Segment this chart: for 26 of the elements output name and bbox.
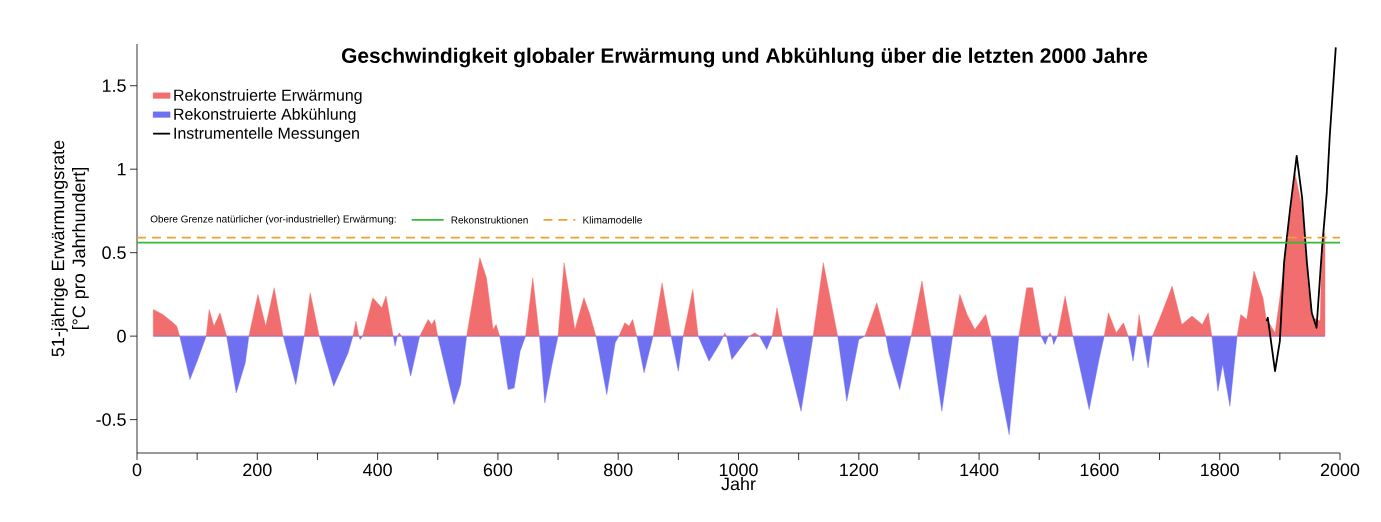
x-tick-label: 1600 (1080, 463, 1119, 477)
legend-label: Rekonstruierte Abkühlung (174, 108, 356, 123)
x-tick-label: 800 (604, 463, 633, 477)
chart-title: Geschwindigkeit globaler Erwärmung und Abkühlung über die letzten 2000 Jahre (341, 47, 1148, 68)
y-tick-label: 1 (117, 163, 126, 176)
x-tick-label: 1000 (719, 463, 758, 477)
x-tick-label: 1400 (960, 463, 999, 477)
x-tick-label: 600 (483, 463, 513, 477)
y-tick-label: 1.5 (102, 79, 126, 92)
annotation: Obere Grenze natürlicher (vor-industrieller) Erwärmung: (150, 215, 396, 225)
legend-label: Klimamodelle (583, 216, 642, 224)
x-tick-label: 400 (363, 463, 392, 477)
y-tick-label: -0.5 (96, 413, 126, 426)
x-tick-label: 1200 (840, 463, 879, 477)
x-tick-label: 2000 (1320, 463, 1360, 477)
legend-label: Instrumentelle Messungen (174, 127, 359, 142)
y-tick-label: 0.5 (102, 246, 126, 260)
y-axis-title: 51-jährige Erwärmungsrate [°C pro Jahrhundert] (51, 140, 89, 357)
legend-label: Rekonstruierte Erwärmung (174, 89, 362, 104)
x-axis-title: Jahr (721, 477, 756, 491)
x-tick-label: 1800 (1201, 463, 1239, 477)
line-series (1265, 46, 1337, 373)
y-tick-label: 0 (117, 329, 126, 343)
legend-label: Rekonstruktionen (451, 216, 528, 224)
x-tick-label: 200 (243, 463, 272, 477)
x-tick-label: 0 (132, 463, 142, 477)
